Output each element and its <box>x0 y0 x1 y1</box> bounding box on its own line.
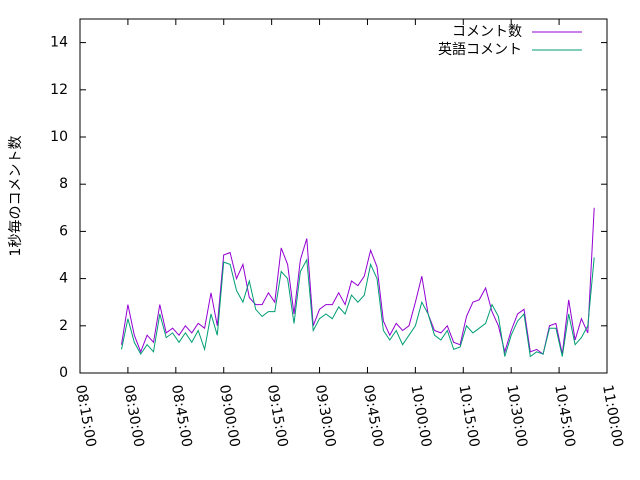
x-tick-label: 10:00:00 <box>407 384 434 449</box>
x-tick-label: 09:30:00 <box>312 384 339 449</box>
legend-label: 英語コメント <box>438 41 522 58</box>
x-tick-label: 09:00:00 <box>216 384 243 449</box>
x-tick-label: 10:15:00 <box>455 384 482 449</box>
y-tick-label: 10 <box>50 129 68 145</box>
y-tick-label: 4 <box>59 271 68 287</box>
y-tick-label: 12 <box>50 82 68 98</box>
y-tick-label: 2 <box>59 318 68 334</box>
x-tick-label: 09:45:00 <box>360 384 387 449</box>
y-tick-label: 8 <box>59 176 68 192</box>
y-tick-label: 14 <box>50 35 68 51</box>
x-tick-label: 08:15:00 <box>72 384 99 449</box>
x-tick-label: 09:15:00 <box>264 384 291 449</box>
x-tick-label: 10:30:00 <box>503 384 530 449</box>
x-tick-label: 11:00:00 <box>599 384 626 449</box>
line-series <box>121 257 595 358</box>
y-tick-label: 0 <box>59 365 68 381</box>
line-series <box>121 207 595 355</box>
plot-border <box>79 18 608 374</box>
x-tick-label: 08:30:00 <box>120 384 147 449</box>
y-tick-label: 6 <box>59 223 68 239</box>
x-tick-label: 08:45:00 <box>168 384 195 449</box>
x-tick-label: 10:45:00 <box>551 384 578 449</box>
y-axis-label: 1秒毎のコメント数 <box>8 136 24 257</box>
legend-label: コメント数 <box>452 24 522 40</box>
